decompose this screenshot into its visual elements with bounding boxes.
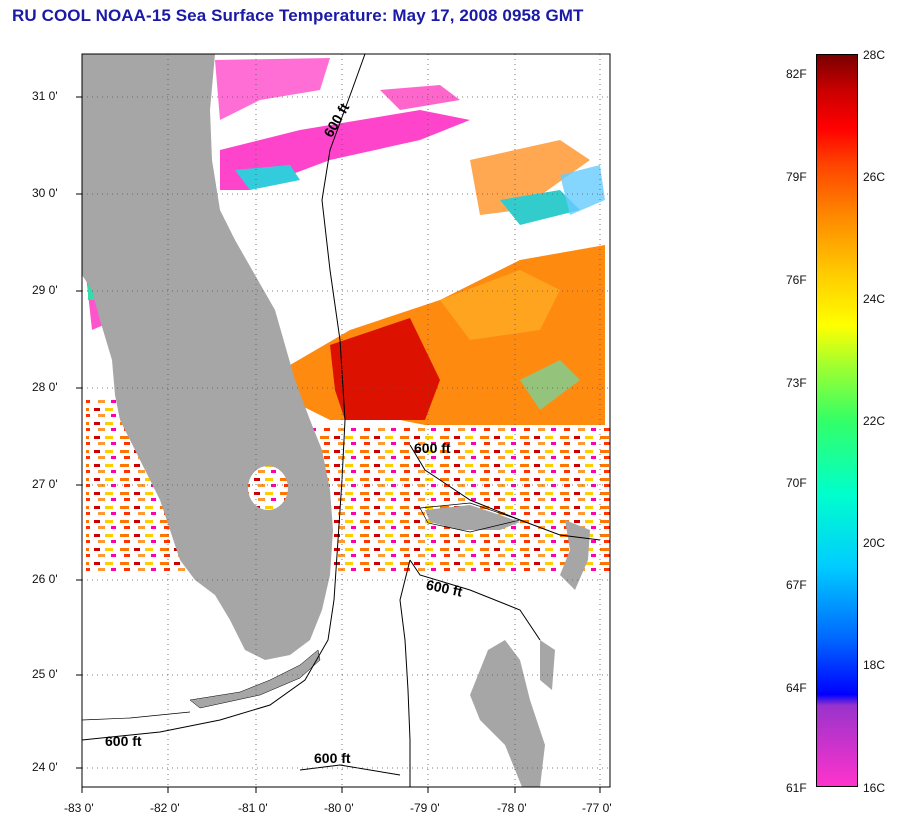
colorbar-fahrenheit-label: 79F: [786, 170, 807, 184]
latitude-tick-label: 28 0': [32, 380, 58, 394]
longitude-tick-label: -79 0': [410, 801, 440, 815]
longitude-tick-label: -82 0': [150, 801, 180, 815]
colorbar-celsius-label: 22C: [863, 414, 886, 428]
coastline-outline: [82, 502, 522, 721]
longitude-tick-label: -81 0': [238, 801, 268, 815]
longitude-tick-label: -78 0': [497, 801, 527, 815]
latitude-tick-label: 31 0': [32, 89, 58, 103]
map-title: RU COOL NOAA-15 Sea Surface Temperature:…: [12, 6, 584, 25]
colorbar-fahrenheit-label: 67F: [786, 578, 807, 592]
longitude-tick-label: -77 0': [582, 801, 612, 815]
latitude-tick-label: 24 0': [32, 760, 58, 774]
colorbar-celsius-label: 16C: [863, 781, 886, 795]
colorbar-fahrenheit-label: 76F: [786, 273, 807, 287]
colorbar-fahrenheit-label: 70F: [786, 476, 807, 490]
colorbar-fahrenheit-label: 73F: [786, 376, 807, 390]
longitude-tick-label: -83 0': [64, 801, 94, 815]
axis-ticks: [76, 96, 601, 793]
temperature-colorbar: [816, 54, 858, 787]
colorbar-celsius-label: 24C: [863, 292, 886, 306]
latitude-tick-label: 29 0': [32, 283, 58, 297]
lake-okeechobee: [248, 466, 288, 510]
colorbar-celsius-label: 26C: [863, 170, 886, 184]
map-frame: [81, 53, 611, 788]
gulf-stream-sst: [290, 245, 605, 440]
colorbar-fahrenheit-label: 82F: [786, 67, 807, 81]
colorbar-fahrenheit-label: 61F: [786, 781, 807, 795]
contour-label: 600 ft: [314, 750, 351, 766]
colorbar-celsius-label: 18C: [863, 658, 886, 672]
colorbar-celsius-label: 20C: [863, 536, 886, 550]
northern-sst-noise: [86, 58, 605, 330]
latitude-tick-label: 27 0': [32, 477, 58, 491]
grand-bahama-land: [425, 505, 520, 530]
map-grid: [82, 54, 610, 787]
isobath-contours: [82, 54, 601, 787]
colorbar-fahrenheit-label: 64F: [786, 681, 807, 695]
colorbar-celsius-label: 28C: [863, 48, 886, 62]
latitude-tick-label: 30 0': [32, 186, 58, 200]
andros-land: [470, 640, 545, 787]
contour-label: 600 ft: [414, 440, 451, 456]
latitude-tick-label: 26 0': [32, 572, 58, 586]
longitude-tick-label: -80 0': [324, 801, 354, 815]
contour-label: 600 ft: [105, 733, 142, 749]
bahamas-island: [540, 640, 555, 690]
latitude-tick-label: 25 0': [32, 667, 58, 681]
